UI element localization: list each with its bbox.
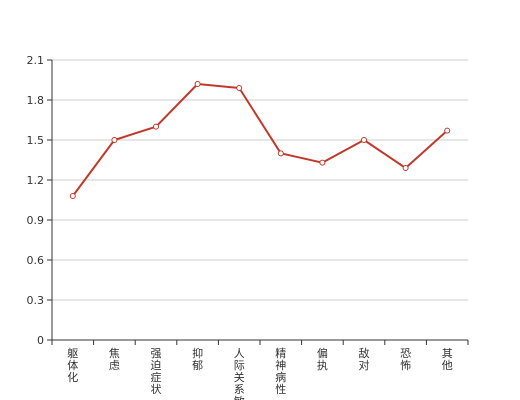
y-tick-label: 1.5 [27, 134, 45, 147]
data-point [194, 81, 201, 87]
x-tick-label: 人际关系敏感 [234, 347, 245, 400]
grid-lines [52, 59, 468, 301]
y-tick-label: 0.9 [27, 214, 45, 227]
data-point [153, 123, 159, 130]
data-point [236, 85, 243, 91]
data-point [361, 137, 367, 143]
y-tick-label: 0.3 [27, 294, 45, 307]
data-point [69, 193, 76, 199]
series-line [71, 83, 448, 197]
data-point [402, 165, 409, 171]
y-tick-label: 0 [37, 334, 44, 347]
data-point [277, 150, 284, 157]
y-tick-label: 1.2 [27, 174, 45, 187]
x-tick-label: 精神病性 [275, 347, 286, 396]
x-tick-label: 焦虑 [109, 347, 120, 372]
x-tick-label: 抑郁 [192, 346, 203, 372]
x-tick-label: 恐怖 [400, 347, 411, 372]
y-tick-label: 2.1 [27, 54, 45, 67]
y-tick-label: 1.8 [27, 94, 45, 107]
y-tick-label: 0.6 [27, 254, 45, 267]
data-point [111, 137, 118, 143]
x-tick-label: 躯体化 [67, 347, 78, 384]
data-point [319, 159, 326, 166]
x-tick-label: 其他 [442, 347, 453, 372]
data-point [444, 127, 451, 134]
x-tick-label: 强迫症状 [151, 347, 162, 396]
series-line [69, 81, 451, 199]
x-tick-label: 敌对 [359, 346, 370, 372]
axis-labels: 0 0.3 0.6 0.9 1.2 1.5 1.8 2.1 躯体化 焦虑 强迫症状 抑郁 人际关系敏感 精… [27, 54, 453, 400]
axes [47, 59, 469, 345]
x-tick-label: 偏执 [317, 346, 328, 372]
